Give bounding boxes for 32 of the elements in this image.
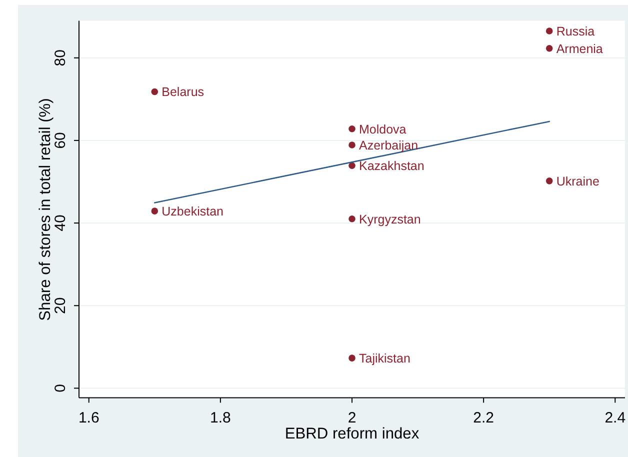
y-tick-label: 20 [52,297,69,314]
annotation: Kyrgyzstan [359,212,421,226]
x-tick-label: 1.6 [78,410,100,427]
annotation: Tajikistan [359,352,410,366]
x-tick-label: 2 [348,410,356,427]
point [546,28,553,34]
annotation: Russia [556,24,595,39]
annotation: Ukraine [556,174,600,188]
point [348,354,356,362]
y-tick-label: 80 [52,50,69,66]
y-tick-label: 60 [52,132,69,149]
y-tick-label: 40 [52,214,69,232]
annotation: Armenia [556,42,603,56]
point [546,44,553,52]
annotation: Azerbaijan [359,138,418,152]
point [151,208,158,214]
annotation: Belarus [162,85,204,100]
point [546,178,553,184]
point [151,88,158,96]
point [348,125,356,132]
x-tick-label: 2.4 [604,410,626,427]
point [348,142,356,148]
x-tick-label: 1.8 [210,410,231,427]
x-tick-label: 2.2 [473,410,494,427]
annotation: Kazakhstan [359,159,424,174]
annotation: Uzbekistan [162,204,224,219]
x-axis-title: EBRD reform index [284,426,420,443]
point [348,162,356,170]
y-axis-title: Share of stores in total retail (%) [37,98,54,321]
annotation: Moldova [359,122,406,136]
y-tick-label: 0 [52,384,69,392]
point [348,216,356,222]
